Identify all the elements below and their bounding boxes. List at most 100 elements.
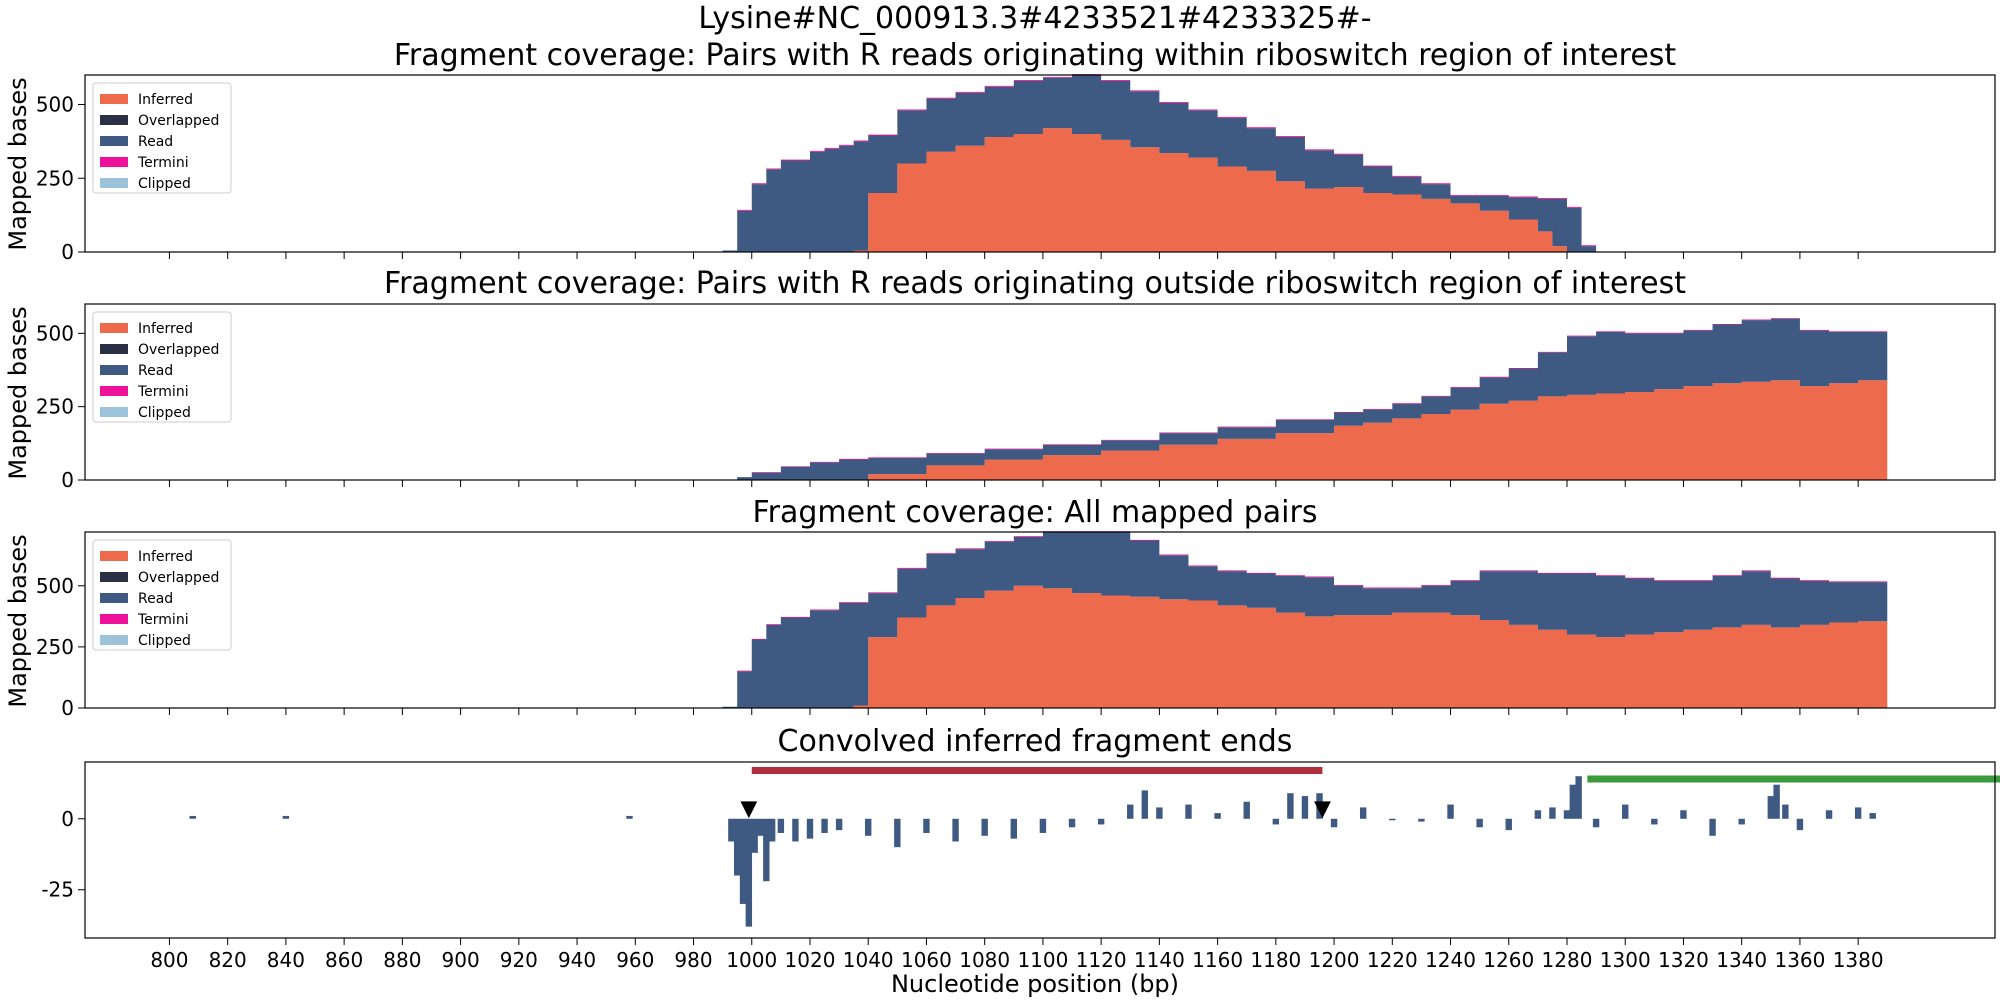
- x-tick-label: 1060: [901, 948, 952, 972]
- conv-bar: [821, 818, 828, 833]
- y-tick-label: 250: [36, 635, 74, 659]
- legend-label-inferred: Inferred: [138, 92, 193, 108]
- legend-swatch-overlapped: [100, 344, 128, 354]
- conv-bar: [1782, 804, 1789, 819]
- conv-bar: [1214, 813, 1221, 819]
- conv-bar: [1738, 818, 1745, 825]
- x-tick-label: 1380: [1833, 948, 1884, 972]
- x-tick-label: 840: [267, 948, 305, 972]
- legend: Inferred Overlapped Read Termini Clipped: [92, 82, 232, 194]
- conv-bar: [1010, 818, 1017, 839]
- conv-bar: [739, 818, 747, 904]
- x-tick-label: 1040: [843, 948, 894, 972]
- x-tick-label: 1160: [1192, 948, 1243, 972]
- x-tick-label: 1360: [1774, 948, 1825, 972]
- y-tick-label: 0: [61, 696, 74, 720]
- legend: Inferred Overlapped Read Termini Clipped: [92, 311, 232, 423]
- conv-bar: [1767, 796, 1775, 819]
- x-tick-label: 800: [150, 948, 188, 972]
- x-tick-label: 1120: [1076, 948, 1127, 972]
- legend: Inferred Overlapped Read Termini Clipped: [92, 539, 232, 651]
- y-tick-label: 250: [36, 395, 74, 419]
- legend-label-termini: Termini: [137, 612, 189, 628]
- panel-title: Fragment coverage: Pairs with R reads or…: [394, 38, 1677, 73]
- legend-label-inferred: Inferred: [138, 549, 193, 565]
- panel-all-mapped-pairs: Fragment coverage: All mapped pairs Mapp…: [4, 495, 1996, 720]
- x-tick-label: 1240: [1425, 948, 1476, 972]
- conv-bar: [894, 818, 901, 848]
- x-tick-label: 820: [209, 948, 247, 972]
- legend-swatch-overlapped: [100, 572, 128, 582]
- conv-bar: [768, 818, 776, 842]
- conv-bar: [1651, 818, 1658, 825]
- conv-bar: [1825, 810, 1833, 819]
- conv-bar: [835, 818, 843, 831]
- series-inferred-area: [737, 374, 1888, 480]
- legend-label-termini: Termini: [137, 155, 189, 171]
- figure-suptitle: Lysine#NC_000913.3#4233521#4233325#-: [698, 1, 1371, 36]
- conv-bar: [733, 818, 741, 876]
- conv-bar: [1097, 818, 1105, 825]
- conv-bar: [1476, 818, 1483, 828]
- y-axis-label: Mapped bases: [4, 306, 32, 479]
- axes-frame: [84, 761, 1996, 939]
- conv-bar: [1272, 818, 1280, 825]
- x-tick-label: 1020: [785, 948, 836, 972]
- legend-label-clipped: Clipped: [138, 405, 191, 421]
- legend-label-read: Read: [138, 591, 173, 607]
- y-tick-label: 250: [36, 166, 74, 190]
- legend-label-clipped: Clipped: [138, 633, 191, 649]
- conv-bar: [1287, 793, 1294, 819]
- conv-bar: [1068, 818, 1076, 828]
- conv-bar: [1622, 804, 1629, 819]
- x-tick-label: 940: [558, 948, 596, 972]
- legend-swatch-clipped: [100, 635, 128, 645]
- conv-bar: [1569, 784, 1577, 819]
- series-inferred-area: [722, 585, 1888, 708]
- conv-bar: [1389, 818, 1396, 821]
- panel-convolved-ends: Convolved inferred fragment ends Nucleot…: [41, 724, 2000, 998]
- x-tick-label: 880: [383, 948, 421, 972]
- conv-bar: [981, 818, 988, 836]
- conv-bar: [1418, 818, 1425, 822]
- x-tick-label: 1280: [1542, 948, 1593, 972]
- y-tick-label: 0: [61, 468, 74, 492]
- y-axis-label: Mapped bases: [4, 534, 32, 707]
- x-tick-label: 980: [674, 948, 712, 972]
- axes-frame: [84, 531, 1996, 709]
- x-tick-label: 1100: [1017, 948, 1068, 972]
- conv-bar: [952, 818, 959, 842]
- conv-bar: [1505, 818, 1512, 831]
- conv-bar: [777, 818, 785, 833]
- legend-label-termini: Termini: [137, 384, 189, 400]
- series-read-area: [722, 75, 1597, 252]
- conv-bar: [1301, 796, 1309, 819]
- conv-bar: [1680, 810, 1687, 819]
- x-tick-label: 1000: [726, 948, 777, 972]
- y-tick-label: 500: [36, 574, 74, 598]
- conv-bar: [1039, 818, 1047, 833]
- conv-bar: [865, 818, 872, 836]
- conv-bar: [1141, 790, 1149, 819]
- x-axis-label: Nucleotide position (bp): [891, 970, 1179, 998]
- conv-bar: [728, 818, 735, 842]
- y-tick-label: 500: [36, 93, 74, 117]
- series-read-area: [737, 318, 1888, 480]
- conv-bar: [745, 818, 753, 927]
- x-tick-label: 1300: [1600, 948, 1651, 972]
- legend-label-overlapped: Overlapped: [138, 113, 219, 129]
- x-tick-label: 900: [442, 948, 480, 972]
- conv-bar: [1156, 807, 1163, 819]
- legend-swatch-inferred: [100, 94, 128, 104]
- y-tick-label: -25: [41, 878, 74, 902]
- legend-swatch-overlapped: [100, 115, 128, 125]
- conv-bar: [1575, 776, 1582, 819]
- panel-outside-riboswitch: Fragment coverage: Pairs with R reads or…: [4, 266, 1996, 492]
- legend-swatch-inferred: [100, 551, 128, 561]
- legend-label-read: Read: [138, 134, 173, 150]
- legend-swatch-clipped: [100, 178, 128, 188]
- conv-bar: [757, 818, 764, 836]
- x-tick-label: 1080: [959, 948, 1010, 972]
- conv-bar: [1709, 818, 1716, 836]
- marker-triangle: ▼: [740, 796, 757, 821]
